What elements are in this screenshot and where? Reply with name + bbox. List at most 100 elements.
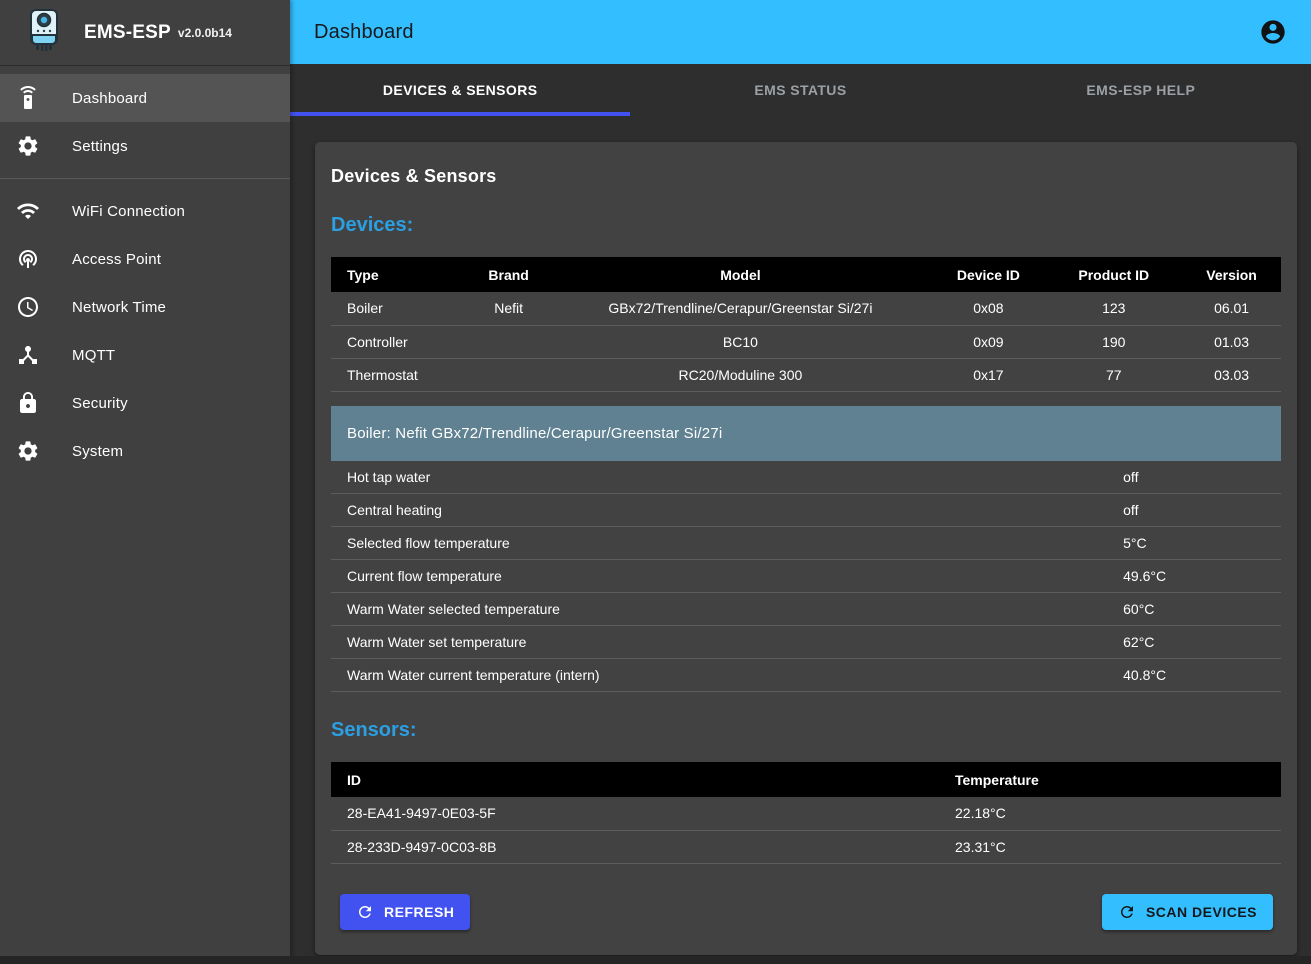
detail-row: Warm Water selected temperature 60°C [331,592,1281,626]
tab-ems-esp-help[interactable]: EMS-ESP HELP [1086,82,1196,98]
detail-label: Warm Water selected temperature [331,592,1108,626]
cell-product-id: 123 [1045,292,1183,326]
detail-value: off [1107,493,1281,527]
detail-label: Current flow temperature [331,559,1108,593]
cell-model: RC20/Moduline 300 [549,358,932,392]
detail-value: 40.8°C [1107,658,1281,692]
sidebar-item-network-time[interactable]: Network Time [0,283,290,331]
detail-value: off [1107,460,1281,494]
sidebar-item-settings[interactable]: Settings [0,122,290,170]
sensor-temperature: 23.31°C [939,830,1281,864]
scan-devices-button[interactable]: SCAN DEVICES [1101,893,1273,930]
sidebar: EMS-ESP v2.0.0b14 Dashboard Settings WiF… [0,0,290,964]
sensors-table: ID Temperature 28-EA41-9497-0E03-5F 22.1… [331,762,1281,864]
sidebar-divider [0,178,290,179]
detail-label: Central heating [331,493,1108,527]
wifi-tethering-icon [16,247,40,271]
app-logo-header: EMS-ESP v2.0.0b14 [0,0,290,66]
devices-table: Type Brand Model Device ID Product ID Ve… [331,257,1281,392]
sidebar-item-label: Network Time [72,298,167,316]
cell-type: Controller [331,325,468,359]
boiler-details-table: Hot tap water off Central heating off Se… [331,460,1281,692]
clock-icon [16,295,40,319]
refresh-button[interactable]: REFRESH [340,893,471,930]
sidebar-item-label: System [72,442,124,460]
cell-device-id: 0x17 [931,358,1046,392]
detail-label: Selected flow temperature [331,526,1108,560]
sensor-row: 28-EA41-9497-0E03-5F 22.18°C [331,797,1281,831]
column-header: Temperature [939,762,1281,797]
account-circle-icon[interactable] [1259,18,1287,46]
detail-row: Warm Water current temperature (intern) … [331,658,1281,692]
sidebar-item-label: WiFi Connection [72,202,186,220]
detail-value: 5°C [1107,526,1281,560]
devices-table-header-row: Type Brand Model Device ID Product ID Ve… [331,257,1281,292]
column-header: Type [331,257,468,292]
refresh-button-label: REFRESH [384,903,455,920]
sensor-id: 28-EA41-9497-0E03-5F [331,797,939,831]
wifi-icon [16,199,40,223]
sidebar-item-security[interactable]: Security [0,379,290,427]
cell-version: 01.03 [1182,325,1281,359]
column-header: Brand [467,257,550,292]
sensor-temperature: 22.18°C [939,797,1281,831]
detail-row: Hot tap water off [331,460,1281,494]
tab-devices-sensors[interactable]: DEVICES & SENSORS [290,64,631,116]
main-area: Dashboard DEVICES & SENSORS EMS STATUS E… [290,0,1311,964]
settings-remote-icon [16,86,40,110]
column-header: Model [549,257,932,292]
detail-row: Central heating off [331,493,1281,527]
sidebar-item-label: Settings [72,137,128,155]
cell-model: GBx72/Trendline/Cerapur/Greenstar Si/27i [549,292,932,326]
refresh-icon [359,905,371,918]
devices-sensors-card: Devices & Sensors Devices: Type Brand Mo… [315,142,1297,955]
sidebar-item-label: Access Point [72,250,162,268]
cell-version: 03.03 [1182,358,1281,392]
boiler-section-header: Boiler: Nefit GBx72/Trendline/Cerapur/Gr… [331,405,1281,461]
detail-row: Selected flow temperature 5°C [331,526,1281,560]
cell-brand: Nefit [467,292,550,326]
sidebar-item-dashboard[interactable]: Dashboard [0,74,290,122]
cell-device-id: 0x09 [931,325,1046,359]
app-bar: Dashboard [290,0,1311,64]
table-row: Controller BC10 0x09 190 01.03 [331,325,1281,359]
cell-product-id: 190 [1045,325,1183,359]
sidebar-item-wifi-connection[interactable]: WiFi Connection [0,187,290,235]
detail-label: Warm Water set temperature [331,625,1108,659]
sidebar-item-access-point[interactable]: Access Point [0,235,290,283]
button-row: REFRESH SCAN DEVICES [340,893,1273,930]
cell-type: Thermostat [331,358,468,392]
content-area: Devices & Sensors Devices: Type Brand Mo… [290,116,1311,964]
sidebar-nav: Dashboard Settings WiFi Connection Acces… [0,66,290,475]
sidebar-item-label: Dashboard [72,89,148,107]
app-version: v2.0.0b14 [177,25,232,40]
sidebar-item-label: MQTT [72,346,116,364]
card-title: Devices & Sensors [331,166,497,186]
sidebar-item-system[interactable]: System [0,427,290,475]
detail-row: Warm Water set temperature 62°C [331,625,1281,659]
tab-ems-status[interactable]: EMS STATUS [754,82,847,98]
sidebar-item-label: Security [72,394,128,412]
detail-label: Hot tap water [331,460,1108,494]
cell-brand [467,325,550,359]
scan-devices-button-label: SCAN DEVICES [1145,903,1257,920]
bottom-scrollbar-strip[interactable] [0,956,1311,964]
cell-product-id: 77 [1045,358,1183,392]
detail-value: 62°C [1107,625,1281,659]
gear-icon [16,134,40,158]
cell-version: 06.01 [1182,292,1281,326]
cell-device-id: 0x08 [931,292,1046,326]
refresh-icon [1120,905,1133,918]
sensor-id: 28-233D-9497-0C03-8B [331,830,939,864]
device-hub-icon [16,343,40,367]
gear-icon [16,439,40,463]
boiler-logo-icon [28,8,62,57]
cell-brand [467,358,550,392]
sidebar-item-mqtt[interactable]: MQTT [0,331,290,379]
table-row: Thermostat RC20/Moduline 300 0x17 77 03.… [331,358,1281,392]
column-header: Product ID [1045,257,1183,292]
sensor-row: 28-233D-9497-0C03-8B 23.31°C [331,830,1281,864]
sensors-table-header-row: ID Temperature [331,762,1281,797]
tab-bar: DEVICES & SENSORS EMS STATUS EMS-ESP HEL… [290,64,1311,116]
devices-heading: Devices: [331,214,414,236]
